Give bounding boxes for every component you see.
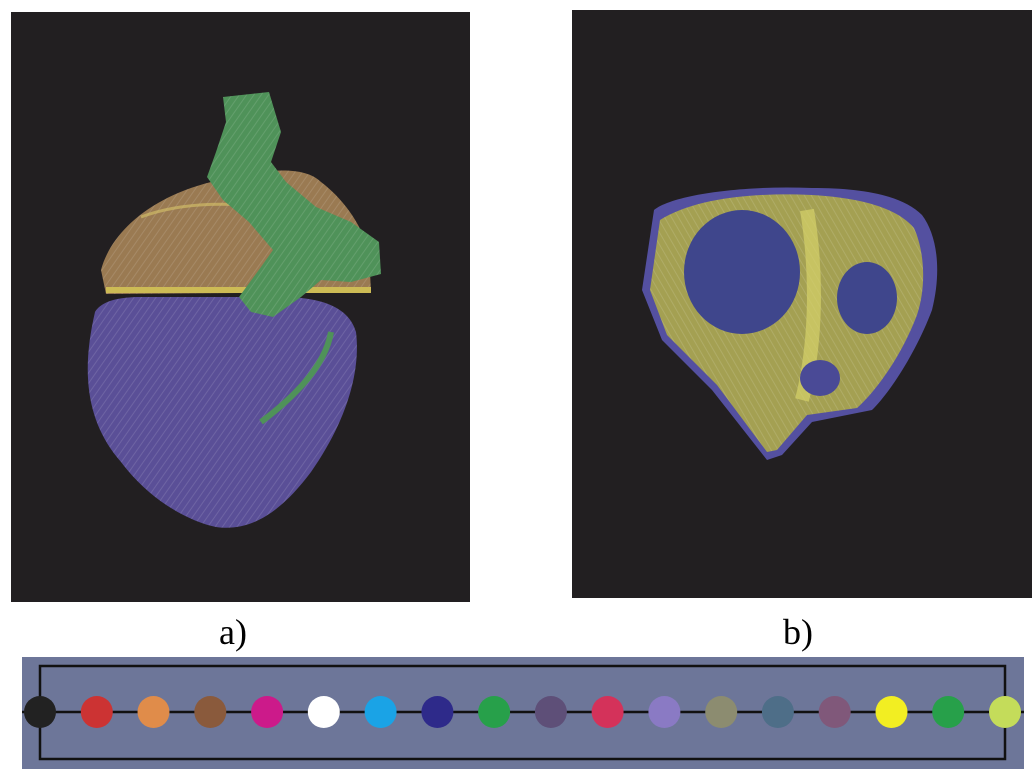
- palette-swatch: [251, 696, 284, 728]
- caption-a: a): [219, 612, 247, 652]
- palette-swatch: [761, 696, 794, 728]
- palette-swatch: [875, 696, 908, 728]
- heart-section-illustration: [642, 187, 938, 460]
- palette-swatch: [307, 696, 340, 728]
- palette-graphic: [22, 664, 1024, 761]
- caption-b: b): [783, 612, 813, 652]
- palette-swatch: [989, 696, 1021, 728]
- heart-front-illustration: [87, 92, 381, 528]
- palette-swatch: [705, 696, 738, 728]
- panel-b-heart-cross-section: [572, 10, 1032, 598]
- palette-swatch: [421, 696, 454, 728]
- palette-swatch: [478, 696, 511, 728]
- panel-a-heart-render: [11, 12, 470, 602]
- left-ventricle-lumen: [684, 210, 800, 334]
- palette-swatch: [194, 696, 227, 728]
- palette-swatch: [818, 696, 851, 728]
- palette-swatch: [932, 696, 965, 728]
- palette-swatch: [648, 696, 681, 728]
- color-palette-strip: [22, 657, 1024, 769]
- palette-swatch: [24, 696, 56, 728]
- swatch-group: [24, 696, 1021, 728]
- palette-swatch: [591, 696, 624, 728]
- palette-swatch: [364, 696, 397, 728]
- palette-swatch: [137, 696, 170, 728]
- palette-swatch: [80, 696, 113, 728]
- right-ventricle-lumen: [837, 262, 897, 334]
- palette-swatch: [534, 696, 567, 728]
